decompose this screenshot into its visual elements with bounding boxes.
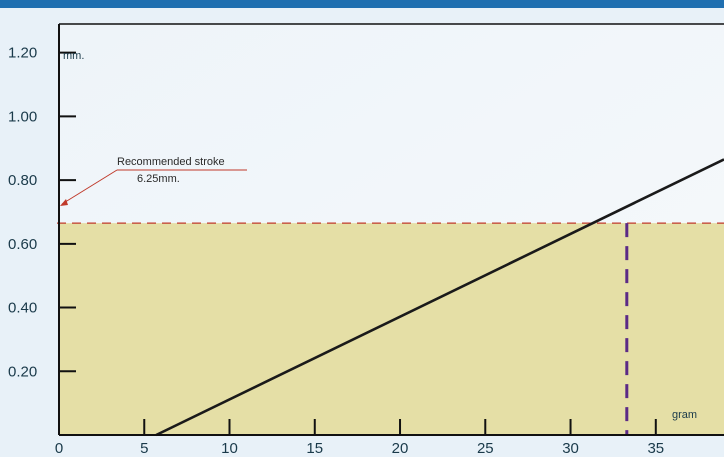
- x-tick-label: 35: [647, 440, 664, 457]
- y-tick-label: 0.60: [8, 236, 37, 253]
- y-tick-label: 1.20: [8, 45, 37, 62]
- annotation-arrowhead: [60, 199, 68, 206]
- x-tick-label: 5: [140, 440, 148, 457]
- top-bar: [0, 0, 724, 8]
- x-tick-label: 30: [562, 440, 579, 457]
- y-unit-label: mm.: [63, 50, 84, 62]
- annotation-leader: [61, 169, 118, 205]
- x-tick-label: 15: [306, 440, 323, 457]
- x-tick-label: 0: [55, 440, 63, 457]
- x-unit-label: gram: [672, 409, 697, 421]
- annotation-line-1: Recommended stroke: [117, 156, 225, 168]
- x-tick-label: 20: [392, 440, 409, 457]
- x-tick-label: 10: [221, 440, 238, 457]
- x-tick-label: 25: [477, 440, 494, 457]
- y-tick-label: 0.40: [8, 300, 37, 317]
- y-tick-label: 1.00: [8, 108, 37, 125]
- data-series-line: [155, 158, 724, 437]
- shaded-region: [59, 223, 724, 435]
- y-tick-label: 0.80: [8, 172, 37, 189]
- annotation-line-2: 6.25mm.: [137, 173, 180, 185]
- y-tick-label: 0.20: [8, 363, 37, 380]
